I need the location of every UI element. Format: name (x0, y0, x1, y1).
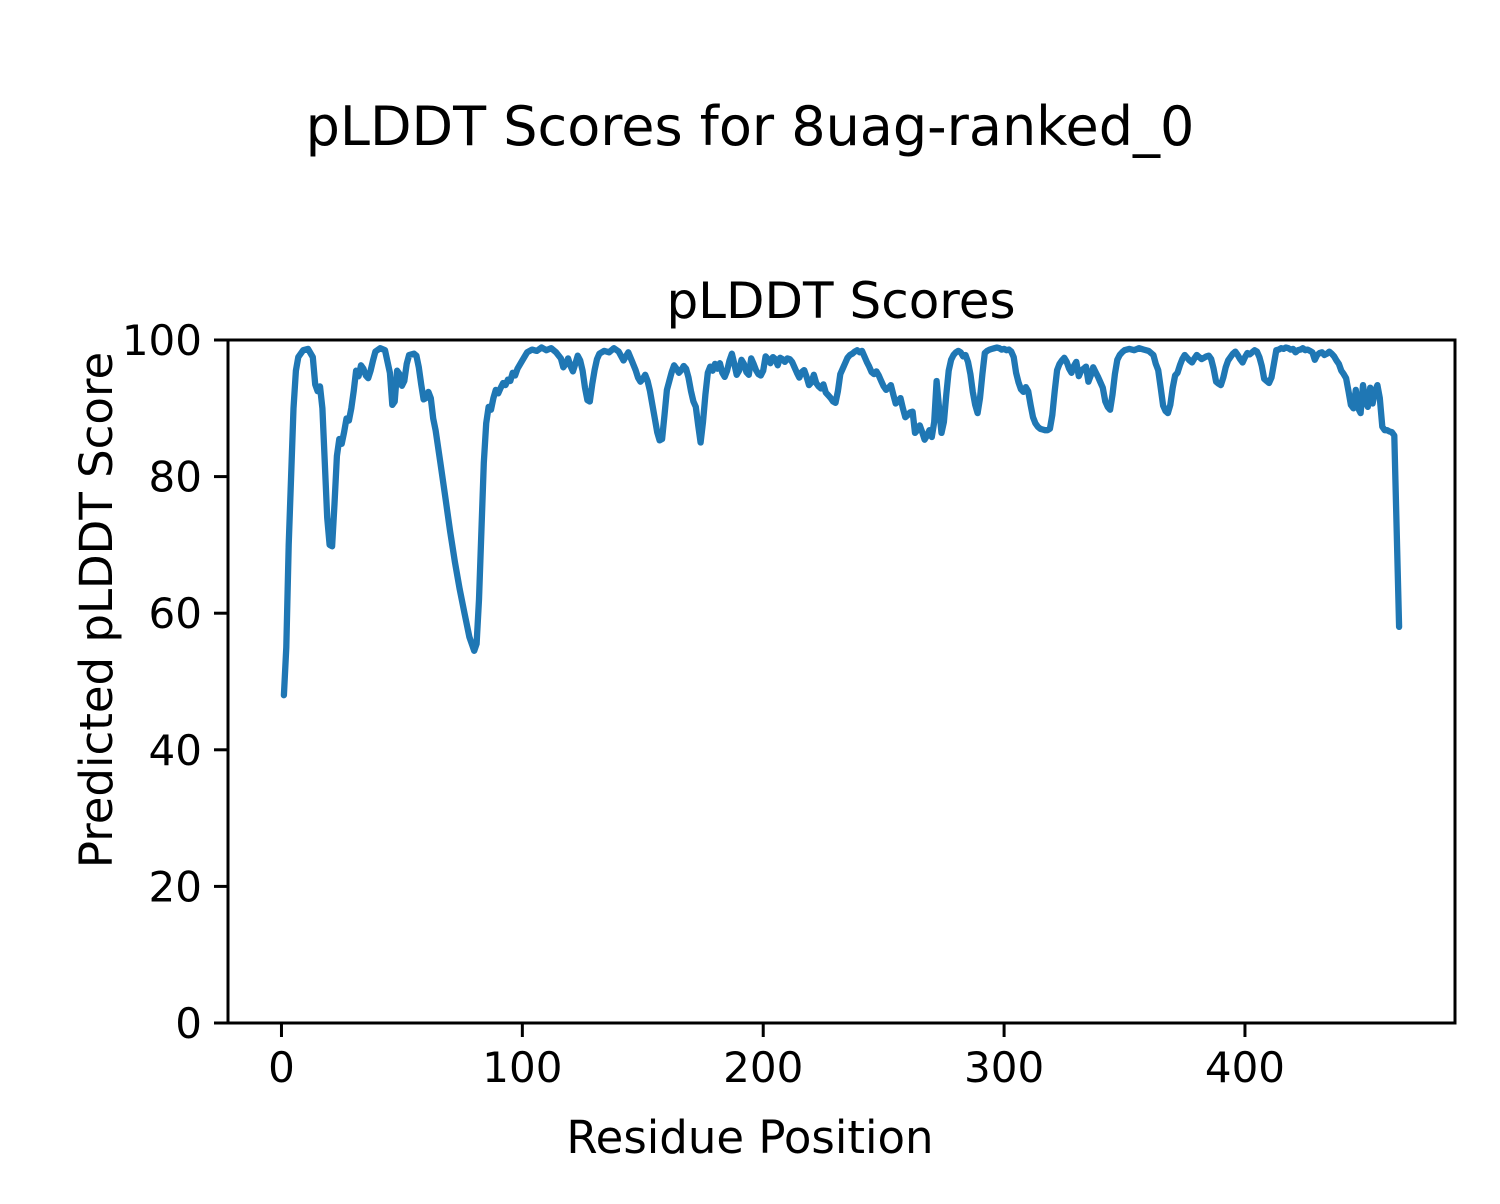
x-tick-label: 0 (268, 1043, 295, 1092)
x-tick-label: 100 (482, 1043, 562, 1092)
y-tick-label: 20 (149, 862, 202, 911)
y-tick-label: 0 (175, 999, 202, 1048)
axes-title: pLDDT Scores (666, 272, 1015, 330)
y-axis-label: Predicted pLDDT Score (70, 352, 123, 868)
x-tick-label: 400 (1205, 1043, 1285, 1092)
x-axis-ticks: 0 100 200 300 400 (268, 1023, 1285, 1092)
plot-area (280, 344, 1403, 699)
x-axis-label: Residue Position (566, 1111, 933, 1164)
figure-title: pLDDT Scores for 8uag-ranked_0 (306, 95, 1195, 158)
x-tick-label: 200 (723, 1043, 803, 1092)
y-tick-label: 100 (122, 316, 202, 365)
y-tick-label: 60 (149, 589, 202, 638)
x-tick-label: 300 (964, 1043, 1044, 1092)
axes-frame (226, 338, 1457, 1025)
y-tick-label: 80 (149, 453, 202, 502)
y-tick-label: 40 (149, 726, 202, 775)
plddt-line (280, 344, 1403, 699)
y-axis-ticks: 0 20 40 60 80 100 (122, 316, 228, 1048)
